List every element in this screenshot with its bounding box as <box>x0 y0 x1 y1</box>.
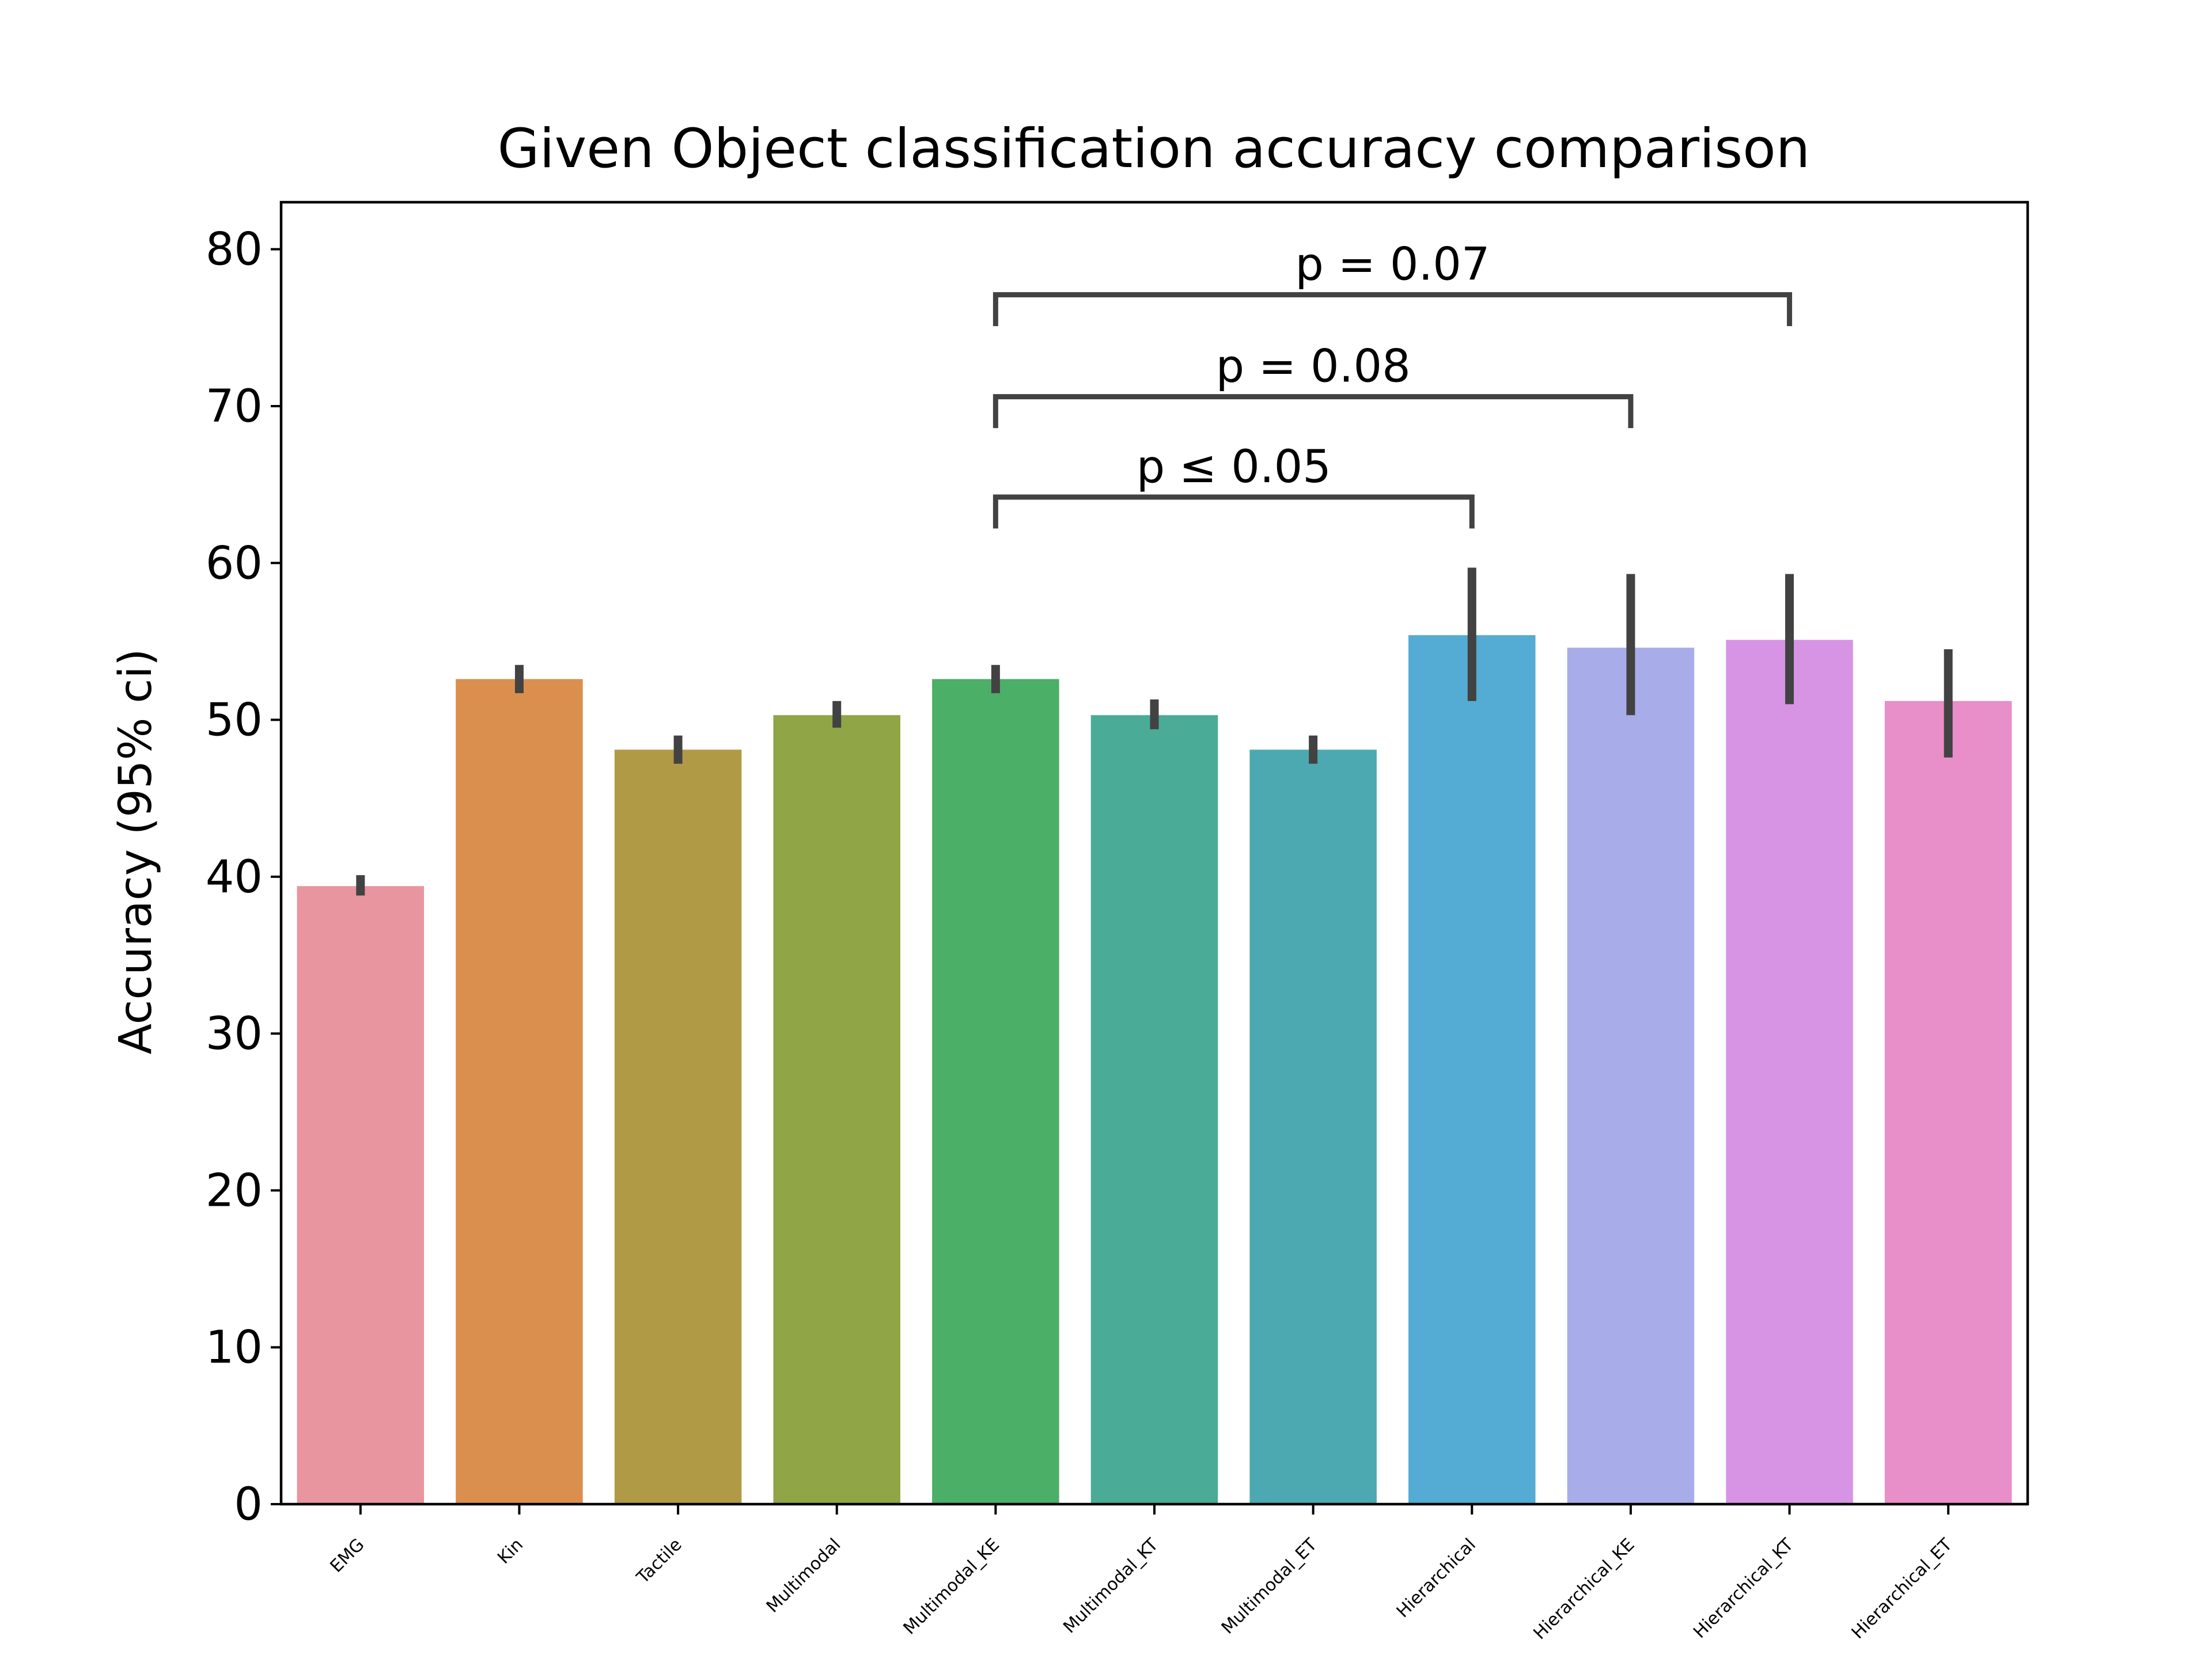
y-tick-label-20: 20 <box>206 1165 263 1217</box>
y-axis-label: Accuracy (95% ci) <box>110 649 162 1054</box>
bar-hierarchical <box>1408 635 1536 1504</box>
bar-hierarchical-kt <box>1726 639 1853 1504</box>
chart-title: Given Object classification accuracy com… <box>498 118 1810 180</box>
bar-hierarchical-ke <box>1567 648 1695 1504</box>
significance-label-3: p = 0.07 <box>1295 239 1490 291</box>
bar-tactile <box>614 749 742 1504</box>
bar-hierarchical-et <box>1884 701 2012 1504</box>
significance-annotations: p ≤ 0.05 p = 0.08 p = 0.07 <box>993 239 1793 529</box>
bar-multimodal <box>773 715 900 1504</box>
y-tick-label-70: 70 <box>206 381 263 433</box>
y-tick-label-50: 50 <box>206 695 263 747</box>
y-tick-label-80: 80 <box>206 224 263 276</box>
significance-label-2: p = 0.08 <box>1216 341 1411 393</box>
y-tick-label-40: 40 <box>206 851 263 903</box>
bar-multimodal-ke <box>932 679 1059 1504</box>
bars-layer <box>297 635 2012 1504</box>
significance-label-1: p ≤ 0.05 <box>1137 441 1331 493</box>
y-tick-label-10: 10 <box>206 1322 263 1374</box>
significance-bracket-1 <box>993 494 1475 529</box>
significance-bracket-2 <box>993 394 1634 429</box>
bar-emg <box>297 886 425 1504</box>
bar-multimodal-et <box>1249 749 1377 1504</box>
bar-kin <box>456 679 583 1504</box>
y-tick-label-60: 60 <box>206 537 263 589</box>
bar-multimodal-kt <box>1090 715 1218 1504</box>
error-bars-layer <box>356 567 1953 896</box>
y-tick-label-0: 0 <box>234 1479 263 1531</box>
significance-bracket-3 <box>993 292 1793 327</box>
y-axis: 0 10 20 30 40 50 60 70 80 <box>206 224 281 1531</box>
y-tick-label-30: 30 <box>206 1008 263 1060</box>
